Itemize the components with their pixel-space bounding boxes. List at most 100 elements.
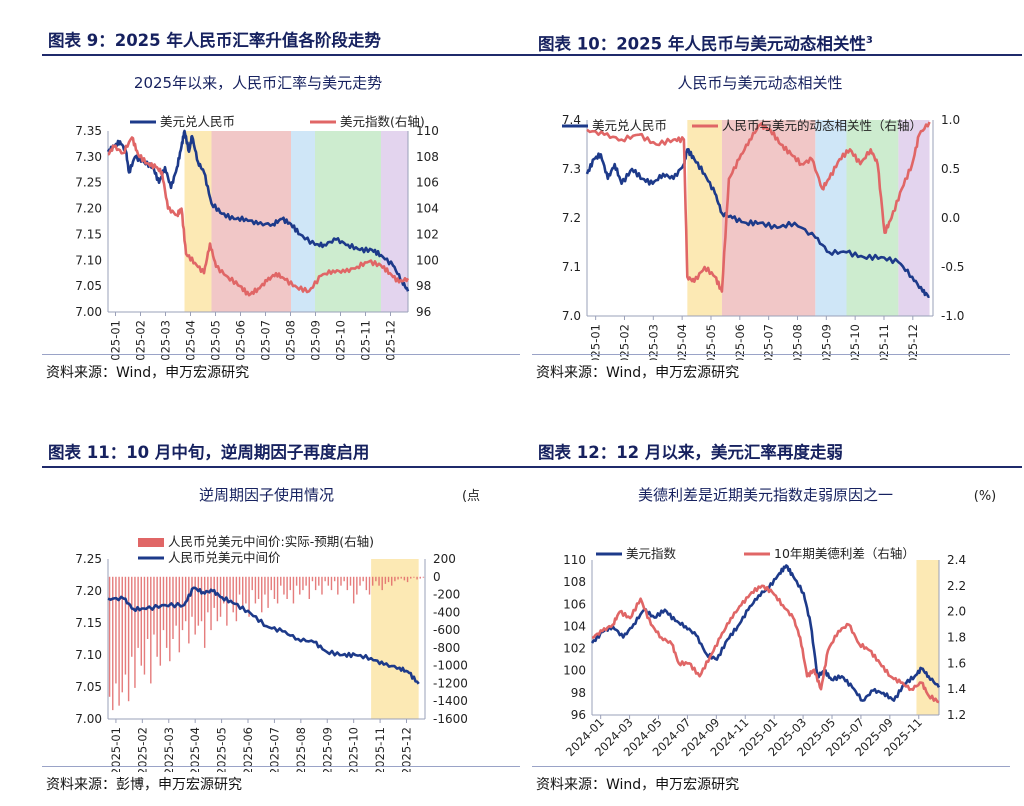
legend-swatch (138, 538, 164, 547)
footnote-marker: 3 (865, 35, 873, 46)
series-bar (178, 576, 181, 653)
divider (532, 766, 1010, 767)
left-tick-label: 7.25 (75, 176, 102, 190)
legend-label: 人民币兑美元中间价 (168, 550, 281, 565)
right-tick-label: 1.4 (947, 682, 966, 696)
right-axis-unit: (点 (462, 489, 480, 504)
left-tick-label: 104 (563, 619, 586, 633)
left-tick-label: 7.15 (75, 616, 102, 630)
series-bar (118, 576, 120, 706)
series-bar (210, 576, 212, 631)
right-tick-label: -600 (433, 623, 460, 637)
series-line (107, 586, 420, 685)
series-bar (327, 576, 330, 586)
series-bar (112, 576, 114, 711)
left-tick-label: 7.15 (75, 227, 102, 241)
right-tick-label: 108 (416, 150, 439, 164)
x-tick-label: 2025-12 (400, 727, 414, 772)
shaded-period-0 (371, 559, 419, 719)
x-tick-label: 2025-05 (215, 727, 229, 772)
left-tick-label: 7.2 (562, 211, 581, 225)
left-tick-label: 7.3 (562, 162, 581, 176)
series-line (590, 564, 941, 702)
chart-title: 人民币与美元动态相关性 (677, 74, 842, 92)
left-tick-label: 98 (571, 686, 586, 700)
series-bar (254, 576, 257, 604)
right-tick-label: 100 (416, 253, 439, 267)
series-bar (200, 576, 203, 622)
series-bar (403, 576, 406, 581)
series-bar (422, 576, 425, 578)
x-tick-label: 2025-08 (294, 727, 308, 772)
right-tick-label: 0.0 (941, 211, 960, 225)
series-bar (127, 576, 130, 702)
series-bar (264, 576, 266, 595)
panel-fig12: 图表 12：12 月以来，美元汇率再度走弱 美德利差是近期美元指数走弱原因之一 (… (532, 440, 1022, 793)
series-bar (349, 576, 352, 586)
series-bar (356, 576, 358, 595)
left-tick-label: 7.35 (75, 124, 102, 138)
x-tick-label: 2025-03 (159, 320, 173, 360)
series-bar (318, 576, 320, 586)
series-bar (143, 576, 146, 675)
panel-heading: 图表 10：2025 年人民币与美元动态相关性3 (532, 28, 1022, 56)
x-tick-label: 2025-06 (241, 727, 255, 772)
series-bar (330, 576, 333, 591)
series-bar (140, 576, 142, 666)
x-tick-label: 2025-11 (373, 727, 387, 772)
right-tick-label: -1600 (433, 712, 468, 726)
series-bar (115, 576, 117, 684)
series-bar (365, 576, 368, 591)
series-bar (387, 576, 390, 583)
series-bar (273, 576, 276, 599)
legend-label: 人民币与美元的动态相关性（右轴） (722, 118, 922, 133)
right-tick-label: 1.6 (947, 656, 966, 670)
series-bar (238, 576, 241, 595)
series-bar (340, 576, 342, 586)
shaded-period-2 (815, 120, 847, 316)
chart-fig11: 逆周期因子使用情况 (点 7.25 7.20 7.15 7.10 7.05 7.00 200 0 -… (42, 472, 532, 775)
series-bar (295, 576, 298, 586)
panel-heading: 图表 12：12 月以来，美元汇率再度走弱 (532, 440, 1022, 468)
right-tick-label: 1.8 (947, 631, 966, 645)
x-tick-label: 2025-12 (384, 320, 398, 360)
series-bar (308, 576, 311, 599)
series-bar (216, 576, 219, 622)
series-bar (162, 576, 165, 631)
source-note: 资料来源：Wind，申万宏源研究 (46, 365, 250, 381)
left-tick-label: 7.05 (75, 680, 102, 694)
shaded-period-3 (315, 131, 381, 312)
series-bar (134, 576, 136, 688)
chart-fig10: 人民币与美元动态相关性 7.4 7.3 7.2 7.1 7.0 1.0 0.5 0.0 -0.5 -… (532, 60, 1022, 372)
series-bar (108, 576, 111, 697)
right-axis-unit: (%) (974, 489, 997, 504)
series-bar (324, 576, 326, 582)
chart-svg: 人民币与美元动态相关性 7.4 7.3 7.2 7.1 7.0 1.0 0.5 0.0 -0.5 -… (562, 74, 965, 372)
series-bar (261, 576, 263, 613)
left-tick-label: 96 (571, 708, 586, 722)
series-bar (267, 576, 269, 608)
right-tick-label: -1.0 (941, 309, 964, 323)
chart-title: 逆周期因子使用情况 (199, 486, 334, 504)
shaded-period-0 (687, 120, 722, 316)
right-tick-label: 0 (433, 570, 441, 584)
series-bar (394, 576, 396, 582)
right-tick-label: -1200 (433, 676, 468, 690)
series-bar (362, 576, 364, 582)
series-bar (222, 576, 225, 604)
series-line (107, 136, 410, 297)
left-tick-label: 100 (563, 664, 586, 678)
x-tick-label: 2025-06 (234, 320, 248, 360)
right-tick-label: 1.0 (941, 113, 960, 127)
left-tick-label: 7.10 (75, 253, 102, 267)
panel-fig10: 图表 10：2025 年人民币与美元动态相关性3 人民币与美元动态相关性 7.4 7… (532, 28, 1022, 381)
left-tick-label: 7.20 (75, 584, 102, 598)
series-line (585, 148, 930, 298)
series-bar (175, 576, 177, 626)
series-bar (400, 576, 402, 579)
panel-fig9: 图表 9：2025 年人民币汇率升值各阶段走势 2025年以来，人民币汇率与美元… (42, 28, 532, 381)
series-bar (270, 576, 272, 591)
series-bar (188, 576, 190, 644)
series-bar (184, 576, 187, 622)
left-tick-label: 7.4 (562, 113, 581, 127)
